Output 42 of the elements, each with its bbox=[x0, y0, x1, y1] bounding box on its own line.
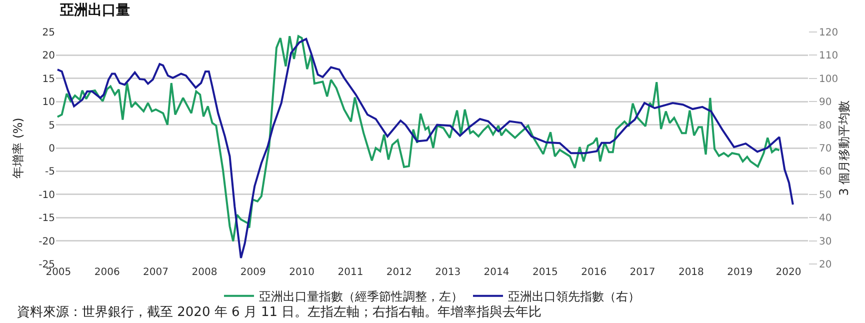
x-tick-label: 2017 bbox=[630, 267, 656, 278]
y-tick-label: 15 bbox=[42, 74, 55, 85]
y-tick-label: -5 bbox=[45, 166, 55, 178]
y2-tick-label: 30 bbox=[819, 236, 832, 248]
y-tick-label: -15 bbox=[38, 213, 55, 224]
y2-tick-label: 100 bbox=[819, 74, 838, 85]
y2-tick-label: 70 bbox=[819, 144, 832, 154]
y2-tick-label: 90 bbox=[819, 97, 832, 108]
y-tick-label: 10 bbox=[42, 97, 55, 108]
y-tick-label: 20 bbox=[42, 50, 55, 62]
y2-tick-label: 120 bbox=[819, 28, 838, 38]
x-tick-label: 2013 bbox=[435, 267, 461, 278]
y2-axis-title: 3 個月移動平均數 bbox=[837, 100, 851, 196]
y2-tick-label: 50 bbox=[819, 190, 832, 201]
x-tick-label: 2010 bbox=[289, 267, 315, 278]
source-note: 資料來源：世界銀行，截至 2020 年 6 月 11 日。左指左軸；右指右軸。年增率指與去年比 bbox=[17, 304, 542, 320]
x-tick-label: 2009 bbox=[240, 267, 266, 278]
x-tick-label: 2014 bbox=[484, 267, 510, 278]
x-tick-label: 2020 bbox=[776, 267, 802, 278]
y-tick-label: -10 bbox=[38, 190, 55, 201]
y-axis-title: 年增率 (%) bbox=[11, 118, 25, 178]
y2-tick-label: 80 bbox=[819, 120, 832, 132]
x-tick-label: 2015 bbox=[532, 267, 558, 278]
x-tick-label: 2018 bbox=[678, 267, 704, 278]
x-tick-label: 2007 bbox=[143, 267, 169, 278]
legend-label: 亞洲出口領先指數（右） bbox=[508, 290, 640, 304]
y-tick-label: 0 bbox=[48, 144, 55, 154]
y-tick-label: 5 bbox=[48, 120, 55, 132]
legend-label: 亞洲出口量指數（經季節性調整，左） bbox=[259, 290, 463, 304]
y2-tick-label: 40 bbox=[819, 213, 832, 224]
x-tick-label: 2011 bbox=[338, 267, 364, 278]
x-tick-label: 2019 bbox=[727, 267, 753, 278]
x-tick-label: 2008 bbox=[192, 267, 218, 278]
y2-tick-label: 110 bbox=[819, 50, 838, 62]
x-tick-label: 2012 bbox=[386, 267, 412, 278]
x-tick-label: 2006 bbox=[94, 267, 120, 278]
y2-tick-label: 60 bbox=[819, 166, 832, 178]
y2-tick-label: 20 bbox=[819, 260, 832, 270]
y-tick-label: -20 bbox=[38, 236, 55, 248]
x-tick-label: 2016 bbox=[581, 267, 607, 278]
y-tick-label: 25 bbox=[42, 28, 55, 38]
chart-title: 亞洲出口量 bbox=[58, 2, 130, 19]
